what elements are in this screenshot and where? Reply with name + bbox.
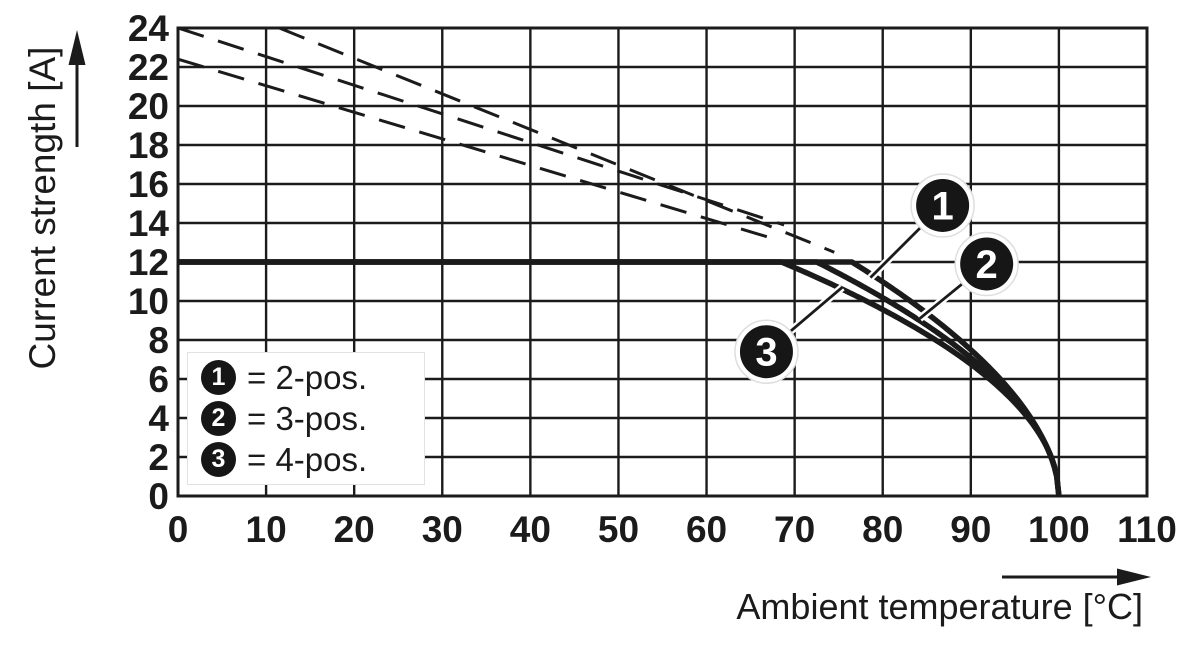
legend-label-3pos: = 3-pos. (247, 400, 368, 437)
callout-badge-2: 2 (954, 231, 1019, 297)
legend-label-2pos: = 2-pos. (247, 359, 368, 396)
svg-text:2: 2 (976, 243, 998, 287)
legend-marker-3-icon: 3 (201, 442, 236, 477)
callout-badge-3: 3 (734, 319, 799, 384)
svg-text:100: 100 (1028, 509, 1090, 550)
svg-text:40: 40 (510, 509, 551, 550)
svg-text:18: 18 (128, 125, 169, 166)
svg-text:16: 16 (128, 164, 169, 205)
legend-item-2pos: 1 = 2-pos. (201, 360, 424, 395)
svg-text:10: 10 (128, 281, 169, 322)
legend-marker-2-icon: 2 (201, 401, 236, 436)
svg-text:3: 3 (755, 331, 777, 375)
svg-text:6: 6 (148, 359, 169, 400)
svg-text:0: 0 (168, 509, 189, 550)
legend-marker-1-icon: 1 (201, 360, 236, 395)
svg-text:20: 20 (334, 509, 375, 550)
svg-text:90: 90 (950, 509, 991, 550)
solid-series-layer (178, 259, 1062, 497)
svg-text:8: 8 (148, 320, 169, 361)
svg-text:1: 1 (932, 184, 954, 228)
svg-text:12: 12 (128, 242, 169, 283)
y-axis-arrow-icon (68, 30, 86, 147)
svg-text:30: 30 (422, 509, 463, 550)
svg-text:4: 4 (148, 398, 169, 439)
x-axis-arrow-icon (1002, 568, 1151, 586)
legend-item-3pos: 2 = 3-pos. (201, 401, 424, 436)
svg-text:20: 20 (128, 86, 169, 127)
svg-text:0: 0 (148, 476, 169, 517)
svg-text:14: 14 (128, 203, 170, 244)
legend: 1 = 2-pos. 2 = 3-pos. 3 = 4-pos. (187, 352, 425, 485)
svg-text:110: 110 (1117, 509, 1177, 550)
svg-text:60: 60 (686, 509, 727, 550)
svg-text:80: 80 (862, 509, 903, 550)
legend-item-4pos: 3 = 4-pos. (201, 442, 424, 477)
svg-text:50: 50 (598, 509, 639, 550)
legend-label-4pos: = 4-pos. (247, 441, 368, 478)
dashed-series-layer (177, 26, 835, 254)
svg-text:10: 10 (246, 509, 287, 550)
svg-text:2: 2 (148, 437, 169, 478)
y-axis-title: Current strength [A] (22, 46, 63, 370)
x-axis-title: Ambient temperature [°C] (736, 586, 1143, 627)
svg-text:24: 24 (128, 8, 170, 49)
x-tick-labels: 0 10 20 30 40 50 60 70 80 90 100 110 (168, 509, 1177, 550)
svg-text:22: 22 (128, 47, 169, 88)
callout-badge-1: 1 (910, 173, 975, 238)
svg-text:70: 70 (774, 509, 815, 550)
callout-badges-layer: 12 3 (734, 173, 1019, 384)
